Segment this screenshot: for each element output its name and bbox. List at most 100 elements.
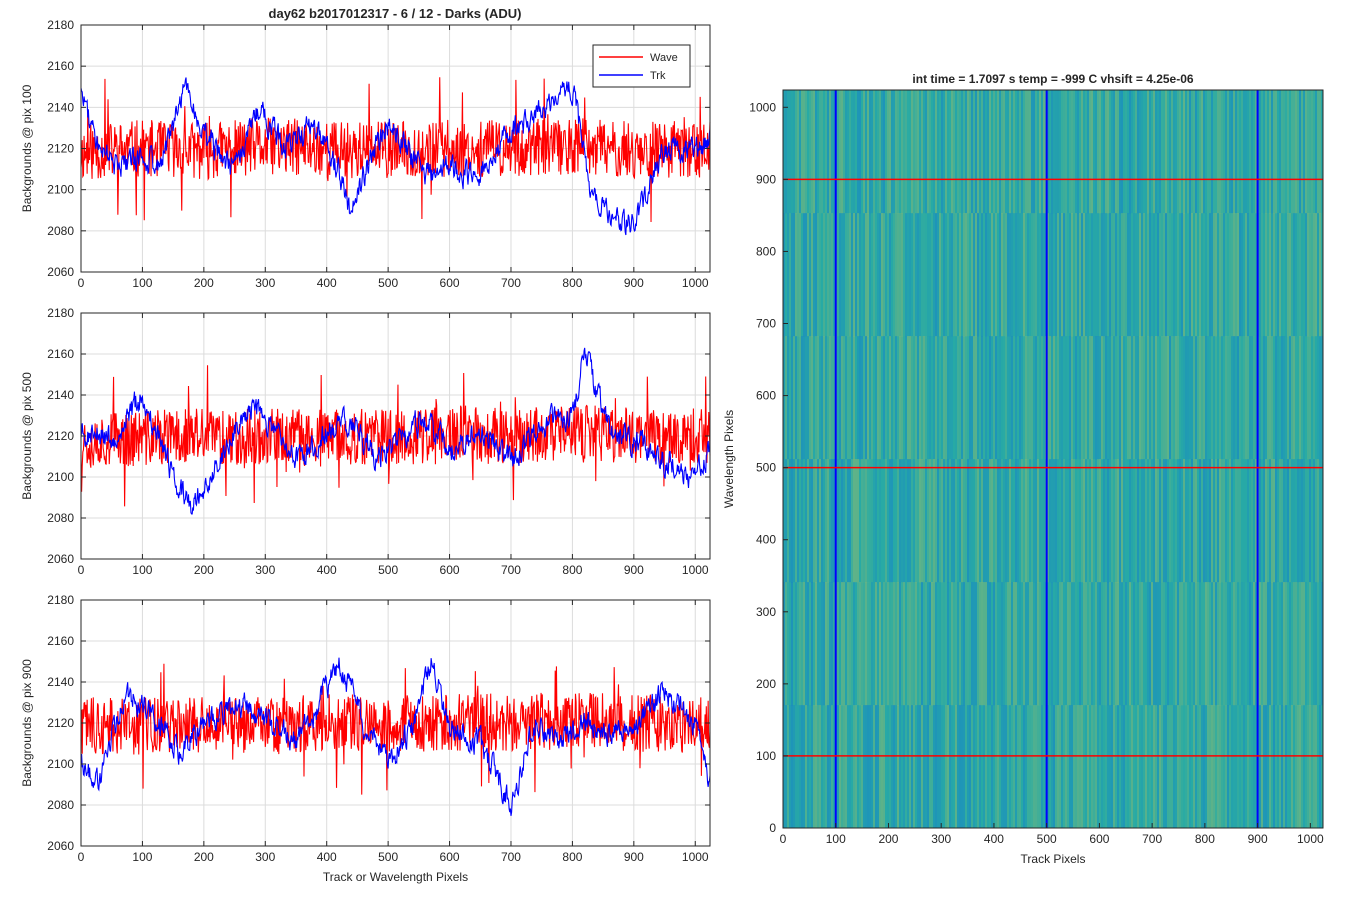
line-plot-pix-900: 0 100 200 300 400 500 600 700 800 900 1000 2060 2080… xyxy=(20,593,711,884)
y-tick-label: 2180 xyxy=(47,593,74,607)
x-tick-label: 300 xyxy=(255,563,275,577)
y-axis-label: Wavelength Pixels xyxy=(722,410,736,508)
series-line-trk xyxy=(80,347,711,515)
x-tick-label: 1000 xyxy=(1297,832,1324,846)
x-tick-label: 200 xyxy=(194,563,214,577)
line-plot-pix-100: 0 100 200 300 400 500 600 700 800 900 1000 2060 2080… xyxy=(20,18,711,290)
y-tick-label: 2060 xyxy=(47,839,74,853)
x-axis-label: Track Pixels xyxy=(1021,852,1086,866)
y-tick-label: 2180 xyxy=(47,18,74,32)
x-tick-label: 400 xyxy=(984,832,1004,846)
y-tick-label: 2100 xyxy=(47,757,74,771)
y-tick-label: 2180 xyxy=(47,306,74,320)
x-tick-label: 300 xyxy=(931,832,951,846)
x-tick-label: 400 xyxy=(317,563,337,577)
y-tick-label: 2100 xyxy=(47,183,74,197)
x-tick-label: 300 xyxy=(255,850,275,864)
x-tick-label: 200 xyxy=(194,850,214,864)
y-tick-label: 2140 xyxy=(47,675,74,689)
figure-title: day62 b2017012317 - 6 / 12 - Darks (ADU) xyxy=(269,6,522,21)
x-tick-label: 900 xyxy=(1248,832,1268,846)
series-line-wave xyxy=(80,365,711,507)
y-tick-label: 2120 xyxy=(47,716,74,730)
line-plot-pix-500: 0 100 200 300 400 500 600 700 800 900 1000 2060 2080… xyxy=(20,306,711,577)
y-tick-label: 2080 xyxy=(47,224,74,238)
x-tick-label: 800 xyxy=(562,563,582,577)
x-tick-label: 800 xyxy=(562,276,582,290)
y-tick-label: 500 xyxy=(756,461,776,475)
series-line-trk xyxy=(80,657,711,816)
y-tick-label: 2140 xyxy=(47,388,74,402)
x-tick-label: 0 xyxy=(78,563,85,577)
y-axis-label: Backgrounds @ pix 100 xyxy=(20,84,34,212)
heatmap-title: int time = 1.7097 s temp = -999 C vhsift… xyxy=(912,72,1193,86)
x-tick-label: 200 xyxy=(878,832,898,846)
x-tick-label: 900 xyxy=(624,563,644,577)
y-tick-label: 2120 xyxy=(47,429,74,443)
x-tick-label: 100 xyxy=(132,276,152,290)
legend-label: Trk xyxy=(650,70,666,82)
heatmap-frame xyxy=(782,89,1324,829)
heatmap-texture xyxy=(783,90,1323,829)
x-tick-label: 700 xyxy=(501,850,521,864)
y-tick-label: 2060 xyxy=(47,552,74,566)
x-tick-label: 0 xyxy=(780,832,787,846)
x-tick-label: 600 xyxy=(1089,832,1109,846)
y-tick-label: 100 xyxy=(756,749,776,763)
y-tick-label: 2080 xyxy=(47,511,74,525)
y-tick-label: 600 xyxy=(756,389,776,403)
x-tick-label: 100 xyxy=(826,832,846,846)
x-tick-label: 700 xyxy=(501,563,521,577)
y-tick-label: 2160 xyxy=(47,59,74,73)
y-tick-label: 2160 xyxy=(47,634,74,648)
x-tick-label: 100 xyxy=(132,563,152,577)
y-tick-label: 700 xyxy=(756,317,776,331)
y-tick-label: 2140 xyxy=(47,100,74,114)
x-tick-label: 900 xyxy=(624,850,644,864)
x-tick-label: 600 xyxy=(440,850,460,864)
y-tick-label: 2160 xyxy=(47,347,74,361)
y-tick-label: 800 xyxy=(756,244,776,258)
x-tick-label: 700 xyxy=(1142,832,1162,846)
x-tick-label: 400 xyxy=(317,850,337,864)
legend-box xyxy=(592,44,691,88)
x-tick-label: 500 xyxy=(1037,832,1057,846)
y-tick-label: 200 xyxy=(756,677,776,691)
x-tick-label: 100 xyxy=(132,850,152,864)
x-axis-label: Track or Wavelength Pixels xyxy=(323,870,468,884)
x-tick-label: 900 xyxy=(624,276,644,290)
x-tick-label: 1000 xyxy=(682,563,709,577)
x-tick-label: 600 xyxy=(440,276,460,290)
x-tick-label: 200 xyxy=(194,276,214,290)
series-line-trk xyxy=(80,77,711,236)
x-tick-label: 300 xyxy=(255,276,275,290)
y-tick-label: 0 xyxy=(769,821,776,835)
x-tick-label: 800 xyxy=(562,850,582,864)
x-tick-label: 800 xyxy=(1195,832,1215,846)
legend-label: Wave xyxy=(650,52,678,64)
y-tick-label: 2120 xyxy=(47,142,74,156)
x-tick-label: 500 xyxy=(378,850,398,864)
y-tick-label: 2060 xyxy=(47,265,74,279)
y-tick-label: 400 xyxy=(756,533,776,547)
x-tick-label: 0 xyxy=(78,276,85,290)
y-tick-label: 2080 xyxy=(47,798,74,812)
x-tick-label: 600 xyxy=(440,563,460,577)
y-tick-label: 2100 xyxy=(47,470,74,484)
x-tick-label: 700 xyxy=(501,276,521,290)
x-tick-label: 500 xyxy=(378,276,398,290)
y-tick-label: 300 xyxy=(756,605,776,619)
y-tick-label: 900 xyxy=(756,172,776,186)
series-line-wave xyxy=(80,663,711,795)
y-tick-label: 1000 xyxy=(749,100,776,114)
legend: Wave Trk xyxy=(592,44,691,88)
y-axis-label: Backgrounds @ pix 900 xyxy=(20,659,34,787)
x-tick-label: 0 xyxy=(78,850,85,864)
heatmap-plot: int time = 1.7097 s temp = -999 C vhsift… xyxy=(722,72,1324,866)
y-axis-label: Backgrounds @ pix 500 xyxy=(20,372,34,500)
x-tick-label: 400 xyxy=(317,276,337,290)
x-tick-label: 1000 xyxy=(682,276,709,290)
x-tick-label: 500 xyxy=(378,563,398,577)
x-tick-label: 1000 xyxy=(682,850,709,864)
